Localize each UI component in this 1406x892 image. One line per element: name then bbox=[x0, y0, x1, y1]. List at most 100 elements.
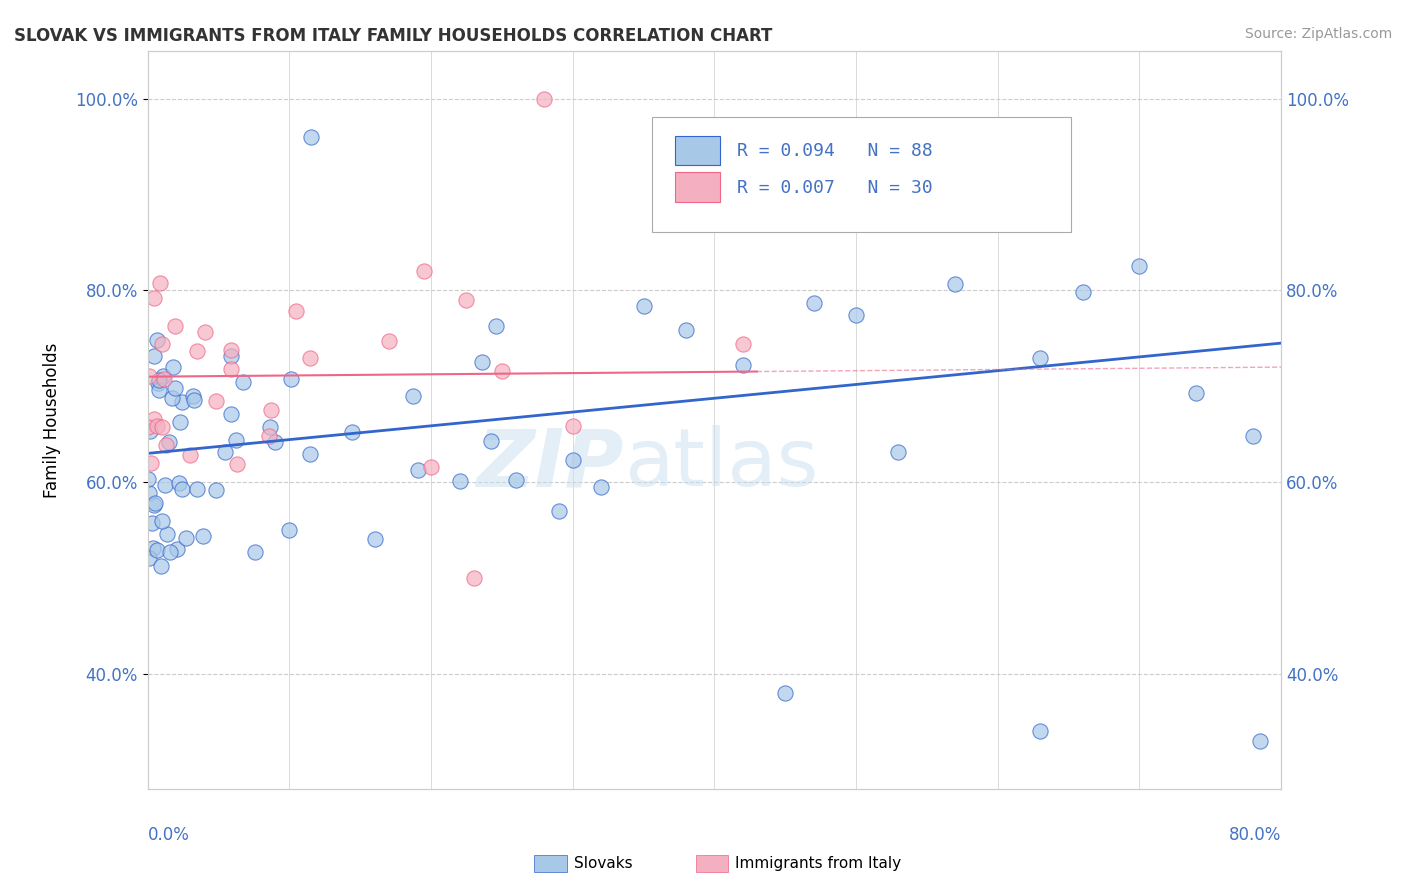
Point bbox=[138, 369, 160, 384]
Point bbox=[214, 445, 236, 459]
Point bbox=[408, 463, 430, 477]
Point bbox=[340, 425, 363, 439]
Point bbox=[148, 373, 170, 387]
Point bbox=[1029, 724, 1052, 739]
Point bbox=[150, 336, 173, 351]
Point bbox=[152, 371, 174, 385]
Point bbox=[183, 392, 205, 407]
Point bbox=[146, 376, 169, 390]
Point bbox=[675, 323, 697, 337]
Point bbox=[505, 473, 527, 487]
Point bbox=[1241, 428, 1264, 442]
Text: 0.0%: 0.0% bbox=[148, 826, 190, 844]
Text: Immigrants from Italy: Immigrants from Italy bbox=[735, 856, 901, 871]
Point bbox=[943, 277, 966, 292]
Point bbox=[148, 277, 170, 291]
Point bbox=[298, 447, 321, 461]
Point bbox=[633, 299, 655, 313]
Point bbox=[170, 395, 193, 409]
Point bbox=[179, 448, 201, 462]
Point bbox=[259, 420, 281, 434]
Point bbox=[205, 483, 228, 498]
Point bbox=[449, 474, 471, 488]
Point bbox=[174, 531, 197, 545]
Point bbox=[165, 381, 187, 395]
Text: ZIP: ZIP bbox=[477, 425, 624, 503]
Point bbox=[731, 358, 754, 372]
Point bbox=[155, 527, 177, 541]
Point bbox=[150, 514, 173, 528]
FancyBboxPatch shape bbox=[675, 136, 720, 165]
Point bbox=[263, 435, 285, 450]
Point bbox=[285, 304, 308, 318]
Text: Source: ZipAtlas.com: Source: ZipAtlas.com bbox=[1244, 27, 1392, 41]
Point bbox=[219, 362, 242, 376]
Point bbox=[194, 326, 217, 340]
Point bbox=[169, 415, 191, 429]
Point bbox=[139, 424, 162, 438]
Point bbox=[533, 92, 555, 106]
Point bbox=[166, 541, 188, 556]
Point bbox=[547, 504, 569, 518]
Point bbox=[803, 296, 825, 310]
Point bbox=[278, 523, 301, 537]
Point bbox=[219, 349, 242, 363]
Point bbox=[150, 420, 173, 434]
Point bbox=[193, 528, 215, 542]
Point bbox=[136, 472, 159, 486]
Text: atlas: atlas bbox=[624, 425, 818, 503]
Point bbox=[280, 372, 302, 386]
Point bbox=[138, 550, 160, 565]
Point bbox=[142, 541, 165, 555]
Point bbox=[153, 477, 176, 491]
Point bbox=[845, 308, 868, 322]
Point bbox=[589, 480, 612, 494]
Point bbox=[1249, 734, 1271, 748]
Point bbox=[1185, 386, 1208, 401]
Point bbox=[146, 543, 169, 558]
Point bbox=[420, 460, 443, 475]
Point bbox=[160, 392, 183, 406]
Point bbox=[139, 456, 162, 470]
Point bbox=[205, 394, 228, 409]
FancyBboxPatch shape bbox=[675, 172, 720, 202]
Point bbox=[887, 445, 910, 459]
Text: 80.0%: 80.0% bbox=[1229, 826, 1281, 844]
Point bbox=[260, 403, 283, 417]
Point bbox=[155, 437, 177, 451]
Point bbox=[1029, 351, 1052, 365]
Point bbox=[143, 349, 166, 363]
Point bbox=[163, 319, 186, 334]
Point bbox=[299, 351, 322, 365]
Point bbox=[159, 544, 181, 558]
Point bbox=[136, 419, 159, 434]
Point bbox=[243, 545, 266, 559]
Point bbox=[142, 499, 165, 513]
Point bbox=[167, 475, 190, 490]
Point bbox=[1071, 285, 1094, 299]
Point bbox=[152, 369, 174, 384]
Point bbox=[257, 429, 280, 443]
Point bbox=[731, 336, 754, 351]
Point bbox=[479, 434, 502, 448]
Point bbox=[181, 389, 204, 403]
Text: R = 0.007   N = 30: R = 0.007 N = 30 bbox=[737, 179, 932, 197]
Point bbox=[157, 434, 180, 449]
Point bbox=[299, 130, 322, 145]
Point bbox=[232, 375, 254, 389]
Point bbox=[142, 412, 165, 426]
Point bbox=[186, 482, 208, 496]
Point bbox=[463, 571, 485, 585]
Point bbox=[377, 334, 399, 348]
Point bbox=[186, 343, 208, 358]
Point bbox=[148, 383, 170, 397]
Point bbox=[561, 418, 583, 433]
Point bbox=[456, 293, 478, 307]
Point bbox=[149, 558, 172, 573]
Y-axis label: Family Households: Family Households bbox=[44, 343, 60, 498]
Point bbox=[146, 334, 169, 348]
Point bbox=[225, 433, 247, 447]
Point bbox=[491, 364, 513, 378]
Point bbox=[141, 516, 163, 530]
Point bbox=[364, 532, 387, 546]
